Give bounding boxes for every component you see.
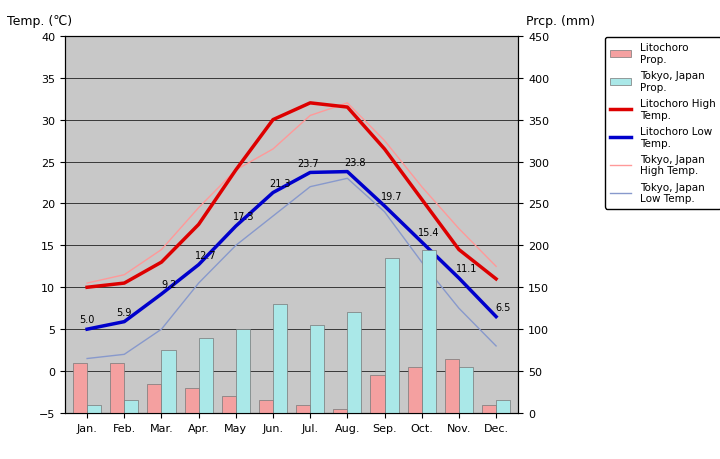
Text: Temp. (℃): Temp. (℃): [7, 15, 72, 28]
Bar: [296, 405, 310, 413]
Bar: [125, 401, 138, 413]
Bar: [161, 350, 176, 413]
Bar: [310, 325, 324, 413]
Bar: [422, 250, 436, 413]
Bar: [445, 359, 459, 413]
Bar: [236, 330, 250, 413]
Text: 23.7: 23.7: [297, 158, 319, 168]
Text: 17.3: 17.3: [233, 212, 254, 222]
Bar: [73, 363, 87, 413]
Text: 11.1: 11.1: [456, 264, 477, 274]
Bar: [408, 367, 422, 413]
Bar: [333, 409, 347, 413]
Bar: [370, 375, 384, 413]
Text: 5.9: 5.9: [117, 307, 132, 317]
Text: 6.5: 6.5: [496, 302, 511, 312]
Text: 9.2: 9.2: [161, 280, 176, 290]
Bar: [384, 258, 399, 413]
Bar: [482, 405, 496, 413]
Text: 12.7: 12.7: [195, 250, 217, 260]
Bar: [184, 388, 199, 413]
Text: 21.3: 21.3: [270, 179, 291, 189]
Bar: [148, 384, 161, 413]
Text: 23.8: 23.8: [344, 157, 366, 168]
Bar: [87, 405, 102, 413]
Bar: [199, 338, 213, 413]
Bar: [222, 397, 236, 413]
Text: 19.7: 19.7: [381, 192, 402, 202]
Bar: [110, 363, 125, 413]
Text: 5.0: 5.0: [79, 315, 95, 325]
Text: 15.4: 15.4: [418, 228, 440, 238]
Bar: [273, 304, 287, 413]
Bar: [347, 313, 361, 413]
Bar: [259, 401, 273, 413]
Legend: Litochoro
Prop., Tokyo, Japan
Prop., Litochoro High
Temp., Litochoro Low
Temp., : Litochoro Prop., Tokyo, Japan Prop., Lit…: [606, 38, 720, 209]
Bar: [496, 401, 510, 413]
Text: Prcp. (mm): Prcp. (mm): [526, 15, 595, 28]
Bar: [459, 367, 473, 413]
